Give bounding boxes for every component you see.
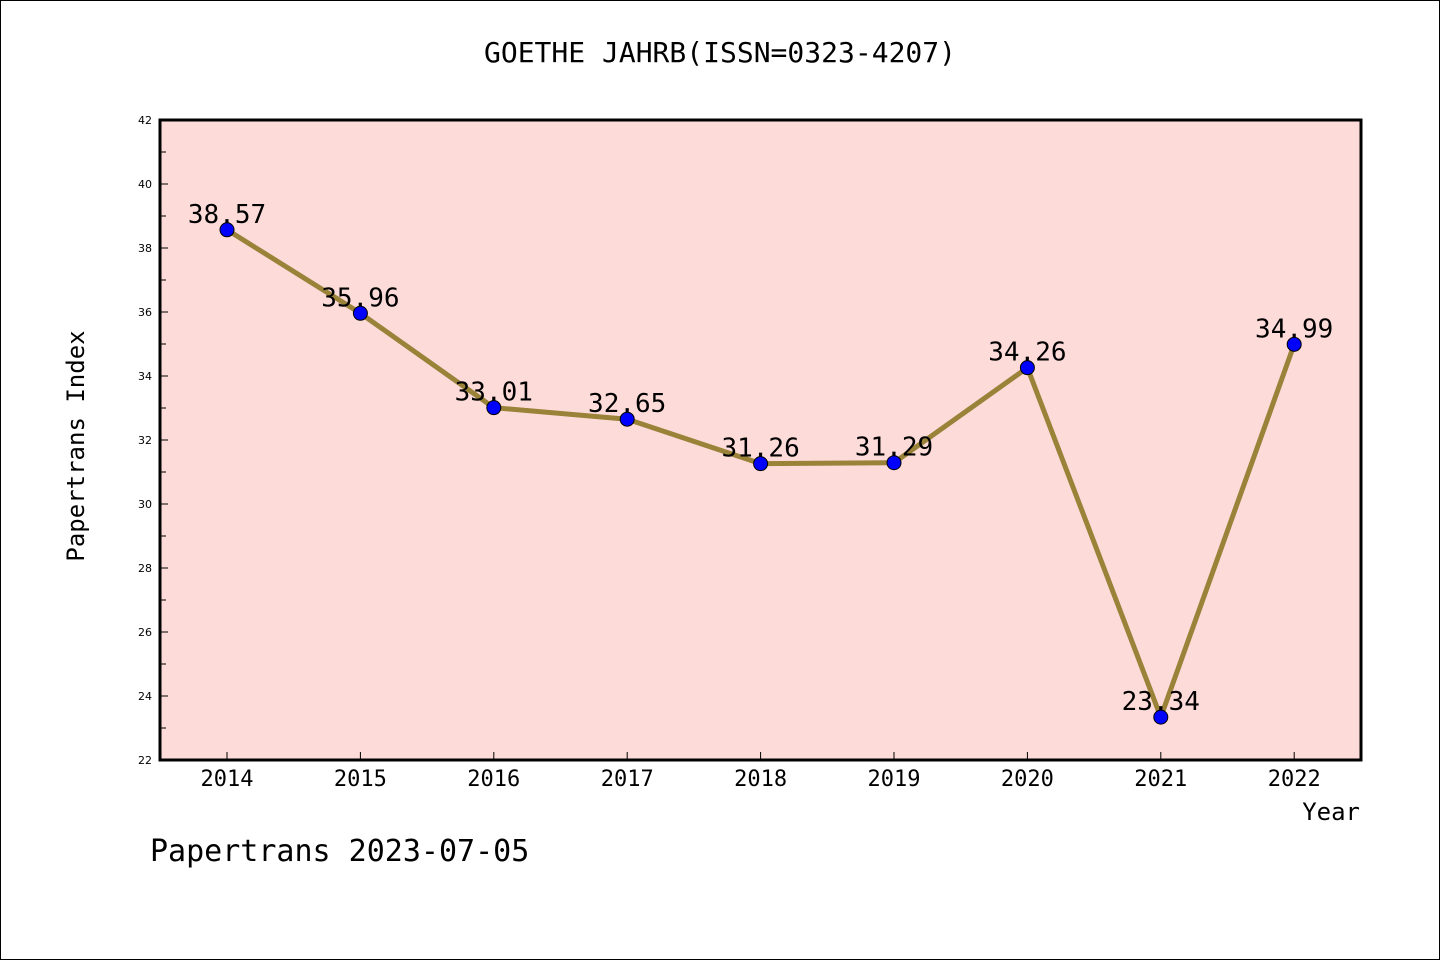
data-point: [486, 400, 502, 416]
y-tick-label: 38: [138, 242, 152, 255]
data-label: 35.96: [321, 283, 399, 313]
data-label: 34.99: [1255, 314, 1333, 344]
data-label: 32.65: [588, 389, 666, 419]
x-axis-label: Year: [1302, 798, 1360, 826]
x-tick-label: 2021: [1134, 767, 1187, 792]
x-tick-label: 2014: [201, 767, 254, 792]
y-tick-label: 24: [138, 690, 152, 703]
data-label: 31.29: [855, 433, 933, 463]
plot-area: [158, 118, 1363, 762]
x-tick-label: 2022: [1268, 767, 1321, 792]
y-axis-label: Papertrans Index: [62, 330, 90, 561]
data-point: [352, 305, 368, 321]
data-label: 38.57: [188, 200, 266, 230]
x-tick-label: 2015: [334, 767, 387, 792]
x-tick-label: 2018: [734, 767, 787, 792]
y-tick-label: 28: [138, 562, 152, 575]
data-point: [1019, 360, 1035, 376]
y-tick-label: 34: [138, 370, 152, 383]
x-axis: 2014 2015 2016 2017 2018 2019 2020 2021 2022: [201, 752, 1321, 792]
y-tick-label: 30: [138, 498, 152, 511]
data-labels: 38.57 35.96 33.01 32.65 31.26 31.29 34.26 23.34…: [188, 200, 1333, 717]
data-point: [1153, 709, 1169, 725]
data-point: [753, 456, 769, 472]
data-markers: [219, 222, 1302, 725]
x-tick-label: 2016: [467, 767, 520, 792]
data-label: 31.26: [721, 434, 799, 464]
y-tick-label: 22: [138, 754, 152, 767]
data-point: [219, 222, 235, 238]
footer-text: Papertrans 2023-07-05: [150, 834, 530, 869]
y-axis: 22 24 26 28 30 32 34 36 38 40 42: [138, 114, 168, 767]
data-point: [1286, 336, 1302, 352]
y-tick-label: 36: [138, 306, 152, 319]
y-tick-label: 42: [138, 114, 152, 127]
x-tick-label: 2019: [868, 767, 921, 792]
data-point: [886, 455, 902, 471]
chart-title: GOETHE JAHRB(ISSN=0323-4207): [483, 36, 956, 69]
y-tick-label: 40: [138, 178, 152, 191]
y-tick-label: 32: [138, 434, 152, 447]
data-label: 33.01: [455, 378, 533, 408]
data-point: [619, 411, 635, 427]
data-label: 23.34: [1122, 687, 1200, 717]
y-tick-label: 26: [138, 626, 152, 639]
x-tick-label: 2020: [1001, 767, 1054, 792]
data-label: 34.26: [988, 338, 1066, 368]
x-tick-label: 2017: [601, 767, 654, 792]
